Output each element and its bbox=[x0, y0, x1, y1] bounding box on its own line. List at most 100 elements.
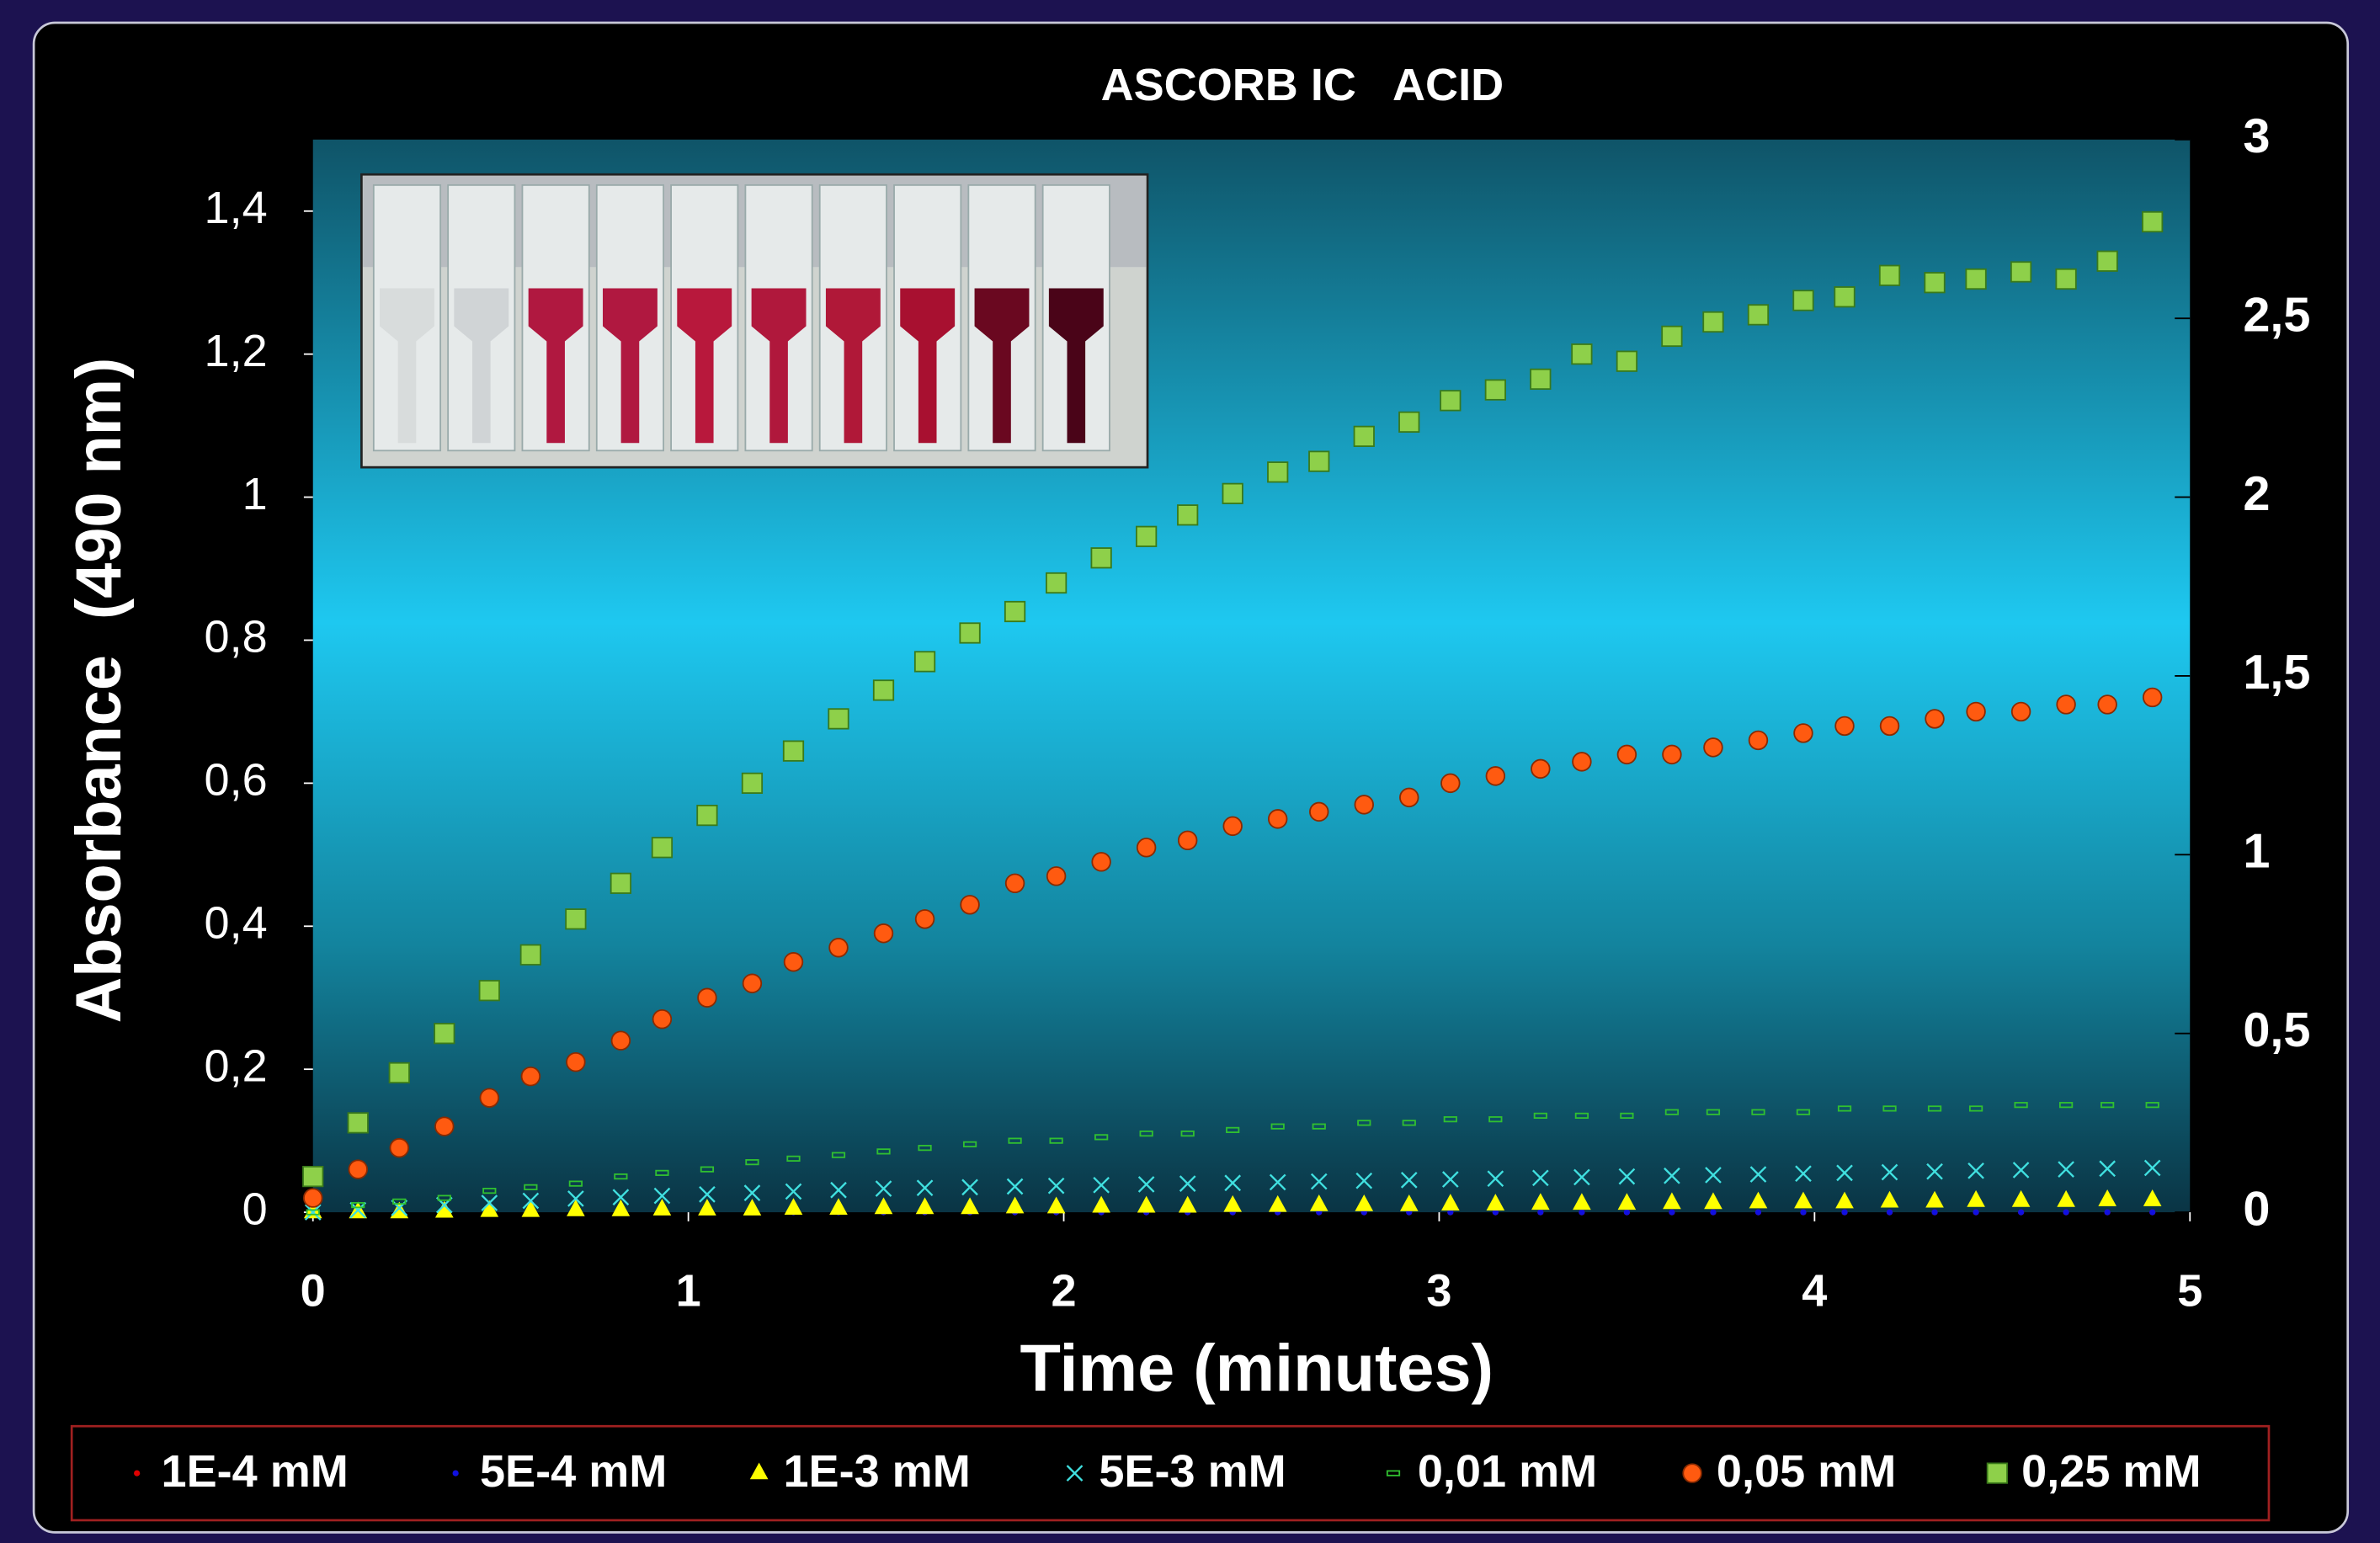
circle-marker bbox=[2143, 689, 2162, 707]
chart: ASCORB IC ACID Time (minutes) Absorbance… bbox=[0, 0, 2380, 1543]
circle-marker bbox=[1663, 746, 1681, 764]
square-marker bbox=[390, 1063, 409, 1083]
circle-marker bbox=[1967, 703, 1985, 721]
square-marker bbox=[1486, 380, 1505, 399]
square-marker bbox=[1662, 327, 1681, 346]
square-marker bbox=[743, 774, 762, 793]
square-marker bbox=[1046, 573, 1066, 593]
circle-marker bbox=[1047, 867, 1066, 886]
circle-marker bbox=[1683, 1464, 1701, 1482]
y2-tick-label: 0 bbox=[2243, 1182, 2270, 1236]
square-marker bbox=[2097, 252, 2116, 271]
circle-marker bbox=[1269, 810, 1287, 828]
y-tick-label: 1,4 bbox=[205, 183, 268, 233]
y2-tick-label: 2 bbox=[2243, 467, 2270, 521]
square-marker bbox=[1178, 505, 1197, 524]
square-marker bbox=[1091, 548, 1110, 567]
square-marker bbox=[1880, 266, 1899, 285]
square-marker bbox=[1703, 312, 1722, 332]
circle-marker bbox=[522, 1067, 540, 1086]
circle-marker bbox=[875, 924, 893, 943]
y-tick-label: 0,6 bbox=[205, 755, 268, 806]
circle-marker bbox=[1749, 732, 1768, 750]
square-marker bbox=[1399, 412, 1419, 432]
dot-marker bbox=[1931, 1209, 1937, 1215]
dot-marker bbox=[2018, 1209, 2024, 1215]
square-marker bbox=[566, 909, 585, 928]
y-tick-label: 1,2 bbox=[205, 326, 268, 376]
legend-label: 0,01 mM bbox=[1418, 1446, 1597, 1497]
legend-label: 0,25 mM bbox=[2021, 1446, 2201, 1497]
legend-label: 0,05 mM bbox=[1717, 1446, 1896, 1497]
x-axis-title: Time (minutes) bbox=[1020, 1330, 1494, 1405]
dot-marker bbox=[1537, 1209, 1543, 1215]
legend-label: 5E-3 mM bbox=[1099, 1446, 1286, 1497]
legend-label: 5E-4 mM bbox=[480, 1446, 667, 1497]
square-marker bbox=[2056, 269, 2075, 289]
circle-marker bbox=[349, 1160, 367, 1179]
y2-tick-label: 3 bbox=[2243, 109, 2270, 163]
x-tick-label: 3 bbox=[1426, 1266, 1451, 1317]
dot-marker bbox=[2063, 1209, 2069, 1215]
circle-marker bbox=[2012, 703, 2031, 721]
circle-marker bbox=[1487, 767, 1505, 785]
circle-marker bbox=[1573, 753, 1591, 771]
x-tick-label: 4 bbox=[1802, 1266, 1827, 1317]
square-marker bbox=[1834, 287, 1854, 306]
circle-marker bbox=[1704, 738, 1722, 757]
chart-title: ASCORB IC ACID bbox=[1101, 60, 1504, 110]
square-marker bbox=[874, 680, 893, 700]
square-marker bbox=[1572, 344, 1591, 364]
circle-marker bbox=[1835, 717, 1854, 736]
square-marker bbox=[1988, 1463, 2007, 1482]
circle-marker bbox=[1310, 803, 1328, 822]
circle-marker bbox=[1223, 817, 1242, 836]
y-tick-label: 0,4 bbox=[205, 898, 268, 949]
circle-marker bbox=[1531, 760, 1550, 779]
dot-marker bbox=[134, 1470, 140, 1476]
square-marker bbox=[521, 945, 540, 965]
dot-marker bbox=[1800, 1209, 1806, 1215]
circle-marker bbox=[1137, 838, 1156, 857]
y-tick-label: 0 bbox=[242, 1184, 268, 1234]
square-marker bbox=[1925, 273, 1944, 292]
square-marker bbox=[1222, 484, 1242, 503]
circle-marker bbox=[785, 953, 803, 971]
circle-marker bbox=[1355, 795, 1373, 814]
circle-marker bbox=[1179, 832, 1197, 850]
dot-marker bbox=[1710, 1209, 1716, 1215]
circle-marker bbox=[612, 1031, 631, 1050]
x-tick-label: 0 bbox=[301, 1266, 326, 1317]
circle-marker bbox=[1006, 874, 1025, 892]
y-tick-label: 0,2 bbox=[205, 1040, 268, 1091]
page: ASCORB IC ACID Time (minutes) Absorbance… bbox=[0, 0, 2380, 1543]
dot-marker bbox=[1887, 1209, 1893, 1215]
square-marker bbox=[2143, 212, 2162, 231]
dot-marker bbox=[453, 1470, 459, 1476]
circle-marker bbox=[1400, 789, 1419, 807]
square-marker bbox=[1137, 527, 1156, 546]
dot-marker bbox=[1669, 1209, 1675, 1215]
square-marker bbox=[1268, 462, 1287, 482]
square-marker bbox=[960, 623, 979, 642]
square-marker bbox=[611, 874, 631, 893]
square-marker bbox=[1749, 305, 1768, 324]
dot-marker bbox=[1841, 1209, 1847, 1215]
circle-marker bbox=[698, 988, 716, 1007]
square-marker bbox=[303, 1167, 322, 1186]
circle-marker bbox=[1881, 717, 1899, 736]
circle-marker bbox=[961, 896, 979, 914]
y2-tick-label: 0,5 bbox=[2243, 1003, 2310, 1057]
circle-marker bbox=[1925, 710, 1944, 728]
square-marker bbox=[1355, 427, 1374, 446]
circle-marker bbox=[390, 1139, 408, 1157]
legend-label: 1E-3 mM bbox=[783, 1446, 970, 1497]
circle-marker bbox=[1618, 746, 1637, 764]
square-marker bbox=[1966, 269, 1985, 289]
square-marker bbox=[915, 652, 934, 671]
y2-tick-label: 1 bbox=[2243, 825, 2270, 879]
circle-marker bbox=[304, 1189, 322, 1207]
square-marker bbox=[480, 981, 499, 1000]
dot-marker bbox=[1755, 1209, 1761, 1215]
legend-label: 1E-4 mM bbox=[162, 1446, 349, 1497]
